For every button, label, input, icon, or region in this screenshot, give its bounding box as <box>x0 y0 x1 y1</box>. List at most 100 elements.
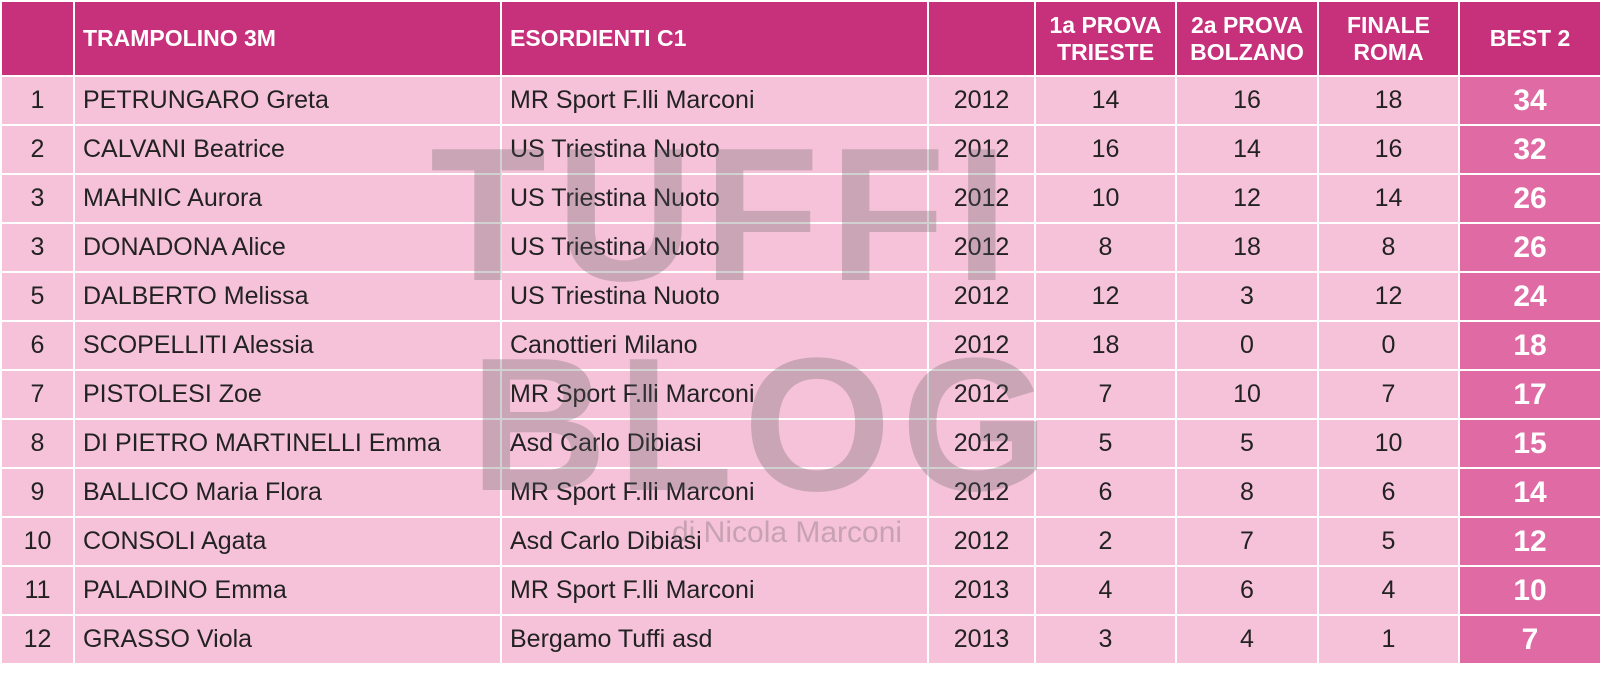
table-cell: 18 <box>1175 222 1319 273</box>
table-row: 2 CALVANI Beatrice US Triestina Nuoto 2012 1… <box>0 124 1600 175</box>
table-cell: 8 <box>1175 467 1319 518</box>
table-cell: 2012 <box>927 173 1036 224</box>
table-cell: 6 <box>1034 467 1177 518</box>
table-cell: 4 <box>1034 565 1177 616</box>
table-cell: CONSOLI Agata <box>73 516 502 567</box>
table-cell: 2012 <box>927 516 1036 567</box>
header-cell: TRAMPOLINO 3M <box>73 0 502 77</box>
table-row: 9 BALLICO Maria Flora MR Sport F.lli Marco… <box>0 467 1600 518</box>
table-cell: MR Sport F.lli Marconi <box>500 467 929 518</box>
best-score: 32 <box>1458 124 1600 175</box>
header-cell: 1a PROVA TRIESTE <box>1034 0 1177 77</box>
table-cell: 14 <box>1317 173 1460 224</box>
table-cell: 8 <box>0 418 75 469</box>
table-cell: 12 <box>1175 173 1319 224</box>
table-cell: 0 <box>1317 320 1460 371</box>
header-cell: 2a PROVA BOLZANO <box>1175 0 1319 77</box>
results-table: TRAMPOLINO 3M ESORDIENTI C1 1a PROVA TRIE… <box>0 0 1600 665</box>
table-cell: 14 <box>1175 124 1319 175</box>
table-cell: 2012 <box>927 271 1036 322</box>
best-score: 7 <box>1458 614 1600 665</box>
table-cell: DALBERTO Melissa <box>73 271 502 322</box>
table-row: 6 SCOPELLITI Alessia Canottieri Milano 2012… <box>0 320 1600 371</box>
header-cell: FINALE ROMA <box>1317 0 1460 77</box>
header-line: ROMA <box>1353 38 1424 65</box>
table-cell: DI PIETRO MARTINELLI Emma <box>73 418 502 469</box>
table-cell: 6 <box>1317 467 1460 518</box>
table-cell: 8 <box>1317 222 1460 273</box>
table-cell: 4 <box>1317 565 1460 616</box>
table-cell: 2012 <box>927 222 1036 273</box>
table-cell: 12 <box>1034 271 1177 322</box>
table-cell: 10 <box>1317 418 1460 469</box>
table-cell: 3 <box>0 173 75 224</box>
table-cell: 7 <box>0 369 75 420</box>
header-cell <box>927 0 1036 77</box>
table-cell: MAHNIC Aurora <box>73 173 502 224</box>
table-cell: 2012 <box>927 369 1036 420</box>
table-row: 10 CONSOLI Agata Asd Carlo Dibiasi 2012 2 7 5 1… <box>0 516 1600 567</box>
table-cell: 3 <box>0 222 75 273</box>
best-score: 26 <box>1458 222 1600 273</box>
best-score: 17 <box>1458 369 1600 420</box>
table-row: 7 PISTOLESI Zoe MR Sport F.lli Marconi 2012… <box>0 369 1600 420</box>
header-row: TRAMPOLINO 3M ESORDIENTI C1 1a PROVA TRIE… <box>0 0 1600 77</box>
table-cell: 12 <box>1317 271 1460 322</box>
table-cell: 2 <box>1034 516 1177 567</box>
table-cell: 10 <box>1175 369 1319 420</box>
table-cell: PETRUNGARO Greta <box>73 75 502 126</box>
table-cell: 16 <box>1317 124 1460 175</box>
table-cell: 2013 <box>927 565 1036 616</box>
table-cell: 8 <box>1034 222 1177 273</box>
best-score: 26 <box>1458 173 1600 224</box>
table-cell: 7 <box>1175 516 1319 567</box>
table-row: 12 GRASSO Viola Bergamo Tuffi asd 2013 3 4 1 7 <box>0 614 1600 665</box>
table-cell: MR Sport F.lli Marconi <box>500 75 929 126</box>
best-score: 15 <box>1458 418 1600 469</box>
table-cell: 1 <box>1317 614 1460 665</box>
table-cell: PISTOLESI Zoe <box>73 369 502 420</box>
table-cell: MR Sport F.lli Marconi <box>500 565 929 616</box>
table-cell: 2012 <box>927 320 1036 371</box>
table-cell: US Triestina Nuoto <box>500 173 929 224</box>
table-cell: PALADINO Emma <box>73 565 502 616</box>
table-cell: US Triestina Nuoto <box>500 222 929 273</box>
table-cell: 2012 <box>927 124 1036 175</box>
best-score: 24 <box>1458 271 1600 322</box>
table-cell: MR Sport F.lli Marconi <box>500 369 929 420</box>
table-cell: 0 <box>1175 320 1319 371</box>
table-cell: Canottieri Milano <box>500 320 929 371</box>
table-cell: 3 <box>1175 271 1319 322</box>
table-cell: 6 <box>1175 565 1319 616</box>
table-cell: US Triestina Nuoto <box>500 124 929 175</box>
table-row: 3 DONADONA Alice US Triestina Nuoto 2012 8 18… <box>0 222 1600 273</box>
table-cell: 2012 <box>927 418 1036 469</box>
table-row: 5 DALBERTO Melissa US Triestina Nuoto 2012 1… <box>0 271 1600 322</box>
header-line: TRIESTE <box>1056 38 1155 65</box>
table-cell: 16 <box>1034 124 1177 175</box>
table-cell: 2013 <box>927 614 1036 665</box>
header-line: 1a PROVA <box>1049 11 1162 38</box>
table-cell: 7 <box>1317 369 1460 420</box>
table-cell: 14 <box>1034 75 1177 126</box>
table-cell: 9 <box>0 467 75 518</box>
table-cell: 7 <box>1034 369 1177 420</box>
header-cell <box>0 0 75 77</box>
table-cell: 6 <box>0 320 75 371</box>
header-line: FINALE <box>1346 11 1431 38</box>
table-cell: 3 <box>1034 614 1177 665</box>
table-cell: 5 <box>1175 418 1319 469</box>
best-score: 18 <box>1458 320 1600 371</box>
table-cell: 11 <box>0 565 75 616</box>
table-cell: BALLICO Maria Flora <box>73 467 502 518</box>
header-line: BOLZANO <box>1190 38 1304 65</box>
table-cell: CALVANI Beatrice <box>73 124 502 175</box>
table-cell: 12 <box>0 614 75 665</box>
table-row: 3 MAHNIC Aurora US Triestina Nuoto 2012 10 12… <box>0 173 1600 224</box>
table-row: 11 PALADINO Emma MR Sport F.lli Marconi 201… <box>0 565 1600 616</box>
table-cell: 4 <box>1175 614 1319 665</box>
table-row: 1 PETRUNGARO Greta MR Sport F.lli Marconi 2… <box>0 75 1600 126</box>
table-cell: 2012 <box>927 75 1036 126</box>
table-cell: 16 <box>1175 75 1319 126</box>
